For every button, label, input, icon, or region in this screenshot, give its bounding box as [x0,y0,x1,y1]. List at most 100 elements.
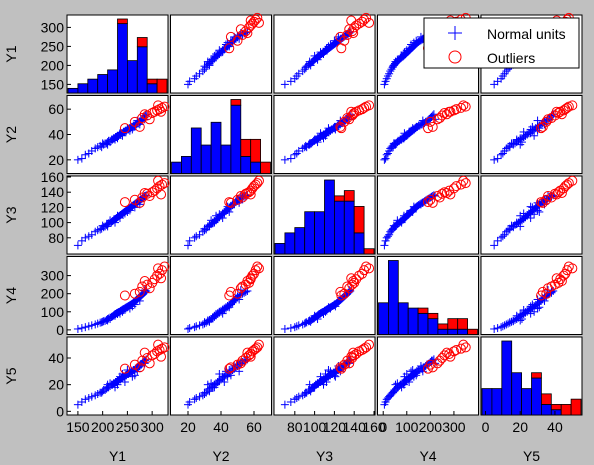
point-normal [380,241,389,250]
point-normal [402,46,411,55]
panel-Y3-Y1 [66,175,170,255]
y-axis-label-Y2: Y2 [3,126,19,143]
point-normal [490,155,499,164]
point-outlier [153,263,164,274]
point-normal [493,154,502,163]
point-outlier [232,288,243,299]
hist-bar-outlier [136,37,148,48]
point-outlier [562,179,573,190]
axis-labels: 1502002503002040608010012014016001002003… [3,19,563,464]
point-outlier [225,362,236,373]
x-tick-label: 40 [213,419,229,435]
point-outlier [252,342,263,353]
point-normal [321,307,330,316]
point-outlier [336,123,347,134]
panel-Y4-Y5 [480,256,583,335]
point-normal [331,372,340,381]
point-outlier [556,187,567,198]
point-outlier [159,101,170,112]
point-normal [123,124,132,133]
point-outlier [144,358,155,369]
point-normal [103,140,112,149]
hist-bar-outlier [570,398,582,416]
point-outlier [157,179,168,190]
y-tick-label: 40 [48,350,64,366]
point-normal [409,38,418,47]
point-outlier [425,116,436,127]
point-normal [535,303,544,312]
y-tick-label: 40 [48,127,64,143]
hist-bar-outlier [146,78,158,85]
point-normal [192,322,201,331]
point-normal [73,155,82,164]
point-normal [294,392,303,401]
point-normal [416,120,425,129]
point-outlier [252,178,263,189]
point-normal [408,366,417,374]
point-normal [321,131,330,140]
point-normal [516,309,525,318]
hist-bar-outlier [156,78,168,94]
panel-grid [66,12,583,416]
point-normal [207,55,216,64]
y-tick-label: 100 [41,215,65,231]
point-normal [190,395,199,404]
point-outlier [437,188,448,199]
point-outlier [432,114,443,125]
point-outlier [361,261,372,272]
point-outlier [156,273,167,284]
point-outlier [563,178,574,189]
point-normal [409,202,418,211]
point-outlier [142,279,153,290]
hist-bar-normal [250,161,261,174]
point-normal [533,116,542,125]
point-outlier [339,116,350,127]
point-normal [306,387,315,396]
point-normal [225,207,234,216]
y-tick-label: 100 [41,304,65,320]
panel-frame [170,256,272,335]
point-normal [106,216,115,225]
point-outlier [423,197,433,208]
hist-bar-normal [67,87,79,94]
point-normal [516,211,525,220]
point-normal [133,295,142,304]
point-outlier [159,261,170,272]
point-outlier [134,197,145,208]
point-outlier [242,28,253,39]
hist-bar-normal [353,232,365,255]
point-normal [198,67,207,76]
point-normal [203,57,212,66]
x-axis-label-Y1: Y1 [109,448,126,464]
point-outlier [154,268,165,279]
y-axis-label-Y3: Y3 [3,206,19,223]
point-normal [81,395,90,404]
point-outlier [147,277,158,288]
point-outlier [451,181,462,192]
point-outlier [149,274,160,285]
x-tick-label: 20 [512,419,528,435]
point-normal [504,226,513,235]
point-normal [118,210,127,219]
y-tick-label: 60 [48,101,64,117]
point-outlier [364,100,375,111]
point-outlier [556,276,567,287]
point-normal [113,309,122,318]
point-normal [408,207,417,216]
hist-bar-normal [146,83,158,94]
point-outlier [253,175,264,186]
y-tick-label: 200 [41,286,65,302]
point-outlier [224,363,235,374]
point-outlier [427,197,438,208]
panel-Y5-Y4 [377,336,479,416]
point-normal [205,221,214,230]
point-normal [212,380,221,389]
point-normal [490,324,499,333]
x-tick-label: 250 [116,419,140,435]
hist-bar-outlier [353,206,365,234]
point-normal [526,309,535,318]
point-outlier [139,276,150,287]
point-normal [185,77,194,86]
point-normal [123,207,132,216]
point-outlier [556,109,567,120]
